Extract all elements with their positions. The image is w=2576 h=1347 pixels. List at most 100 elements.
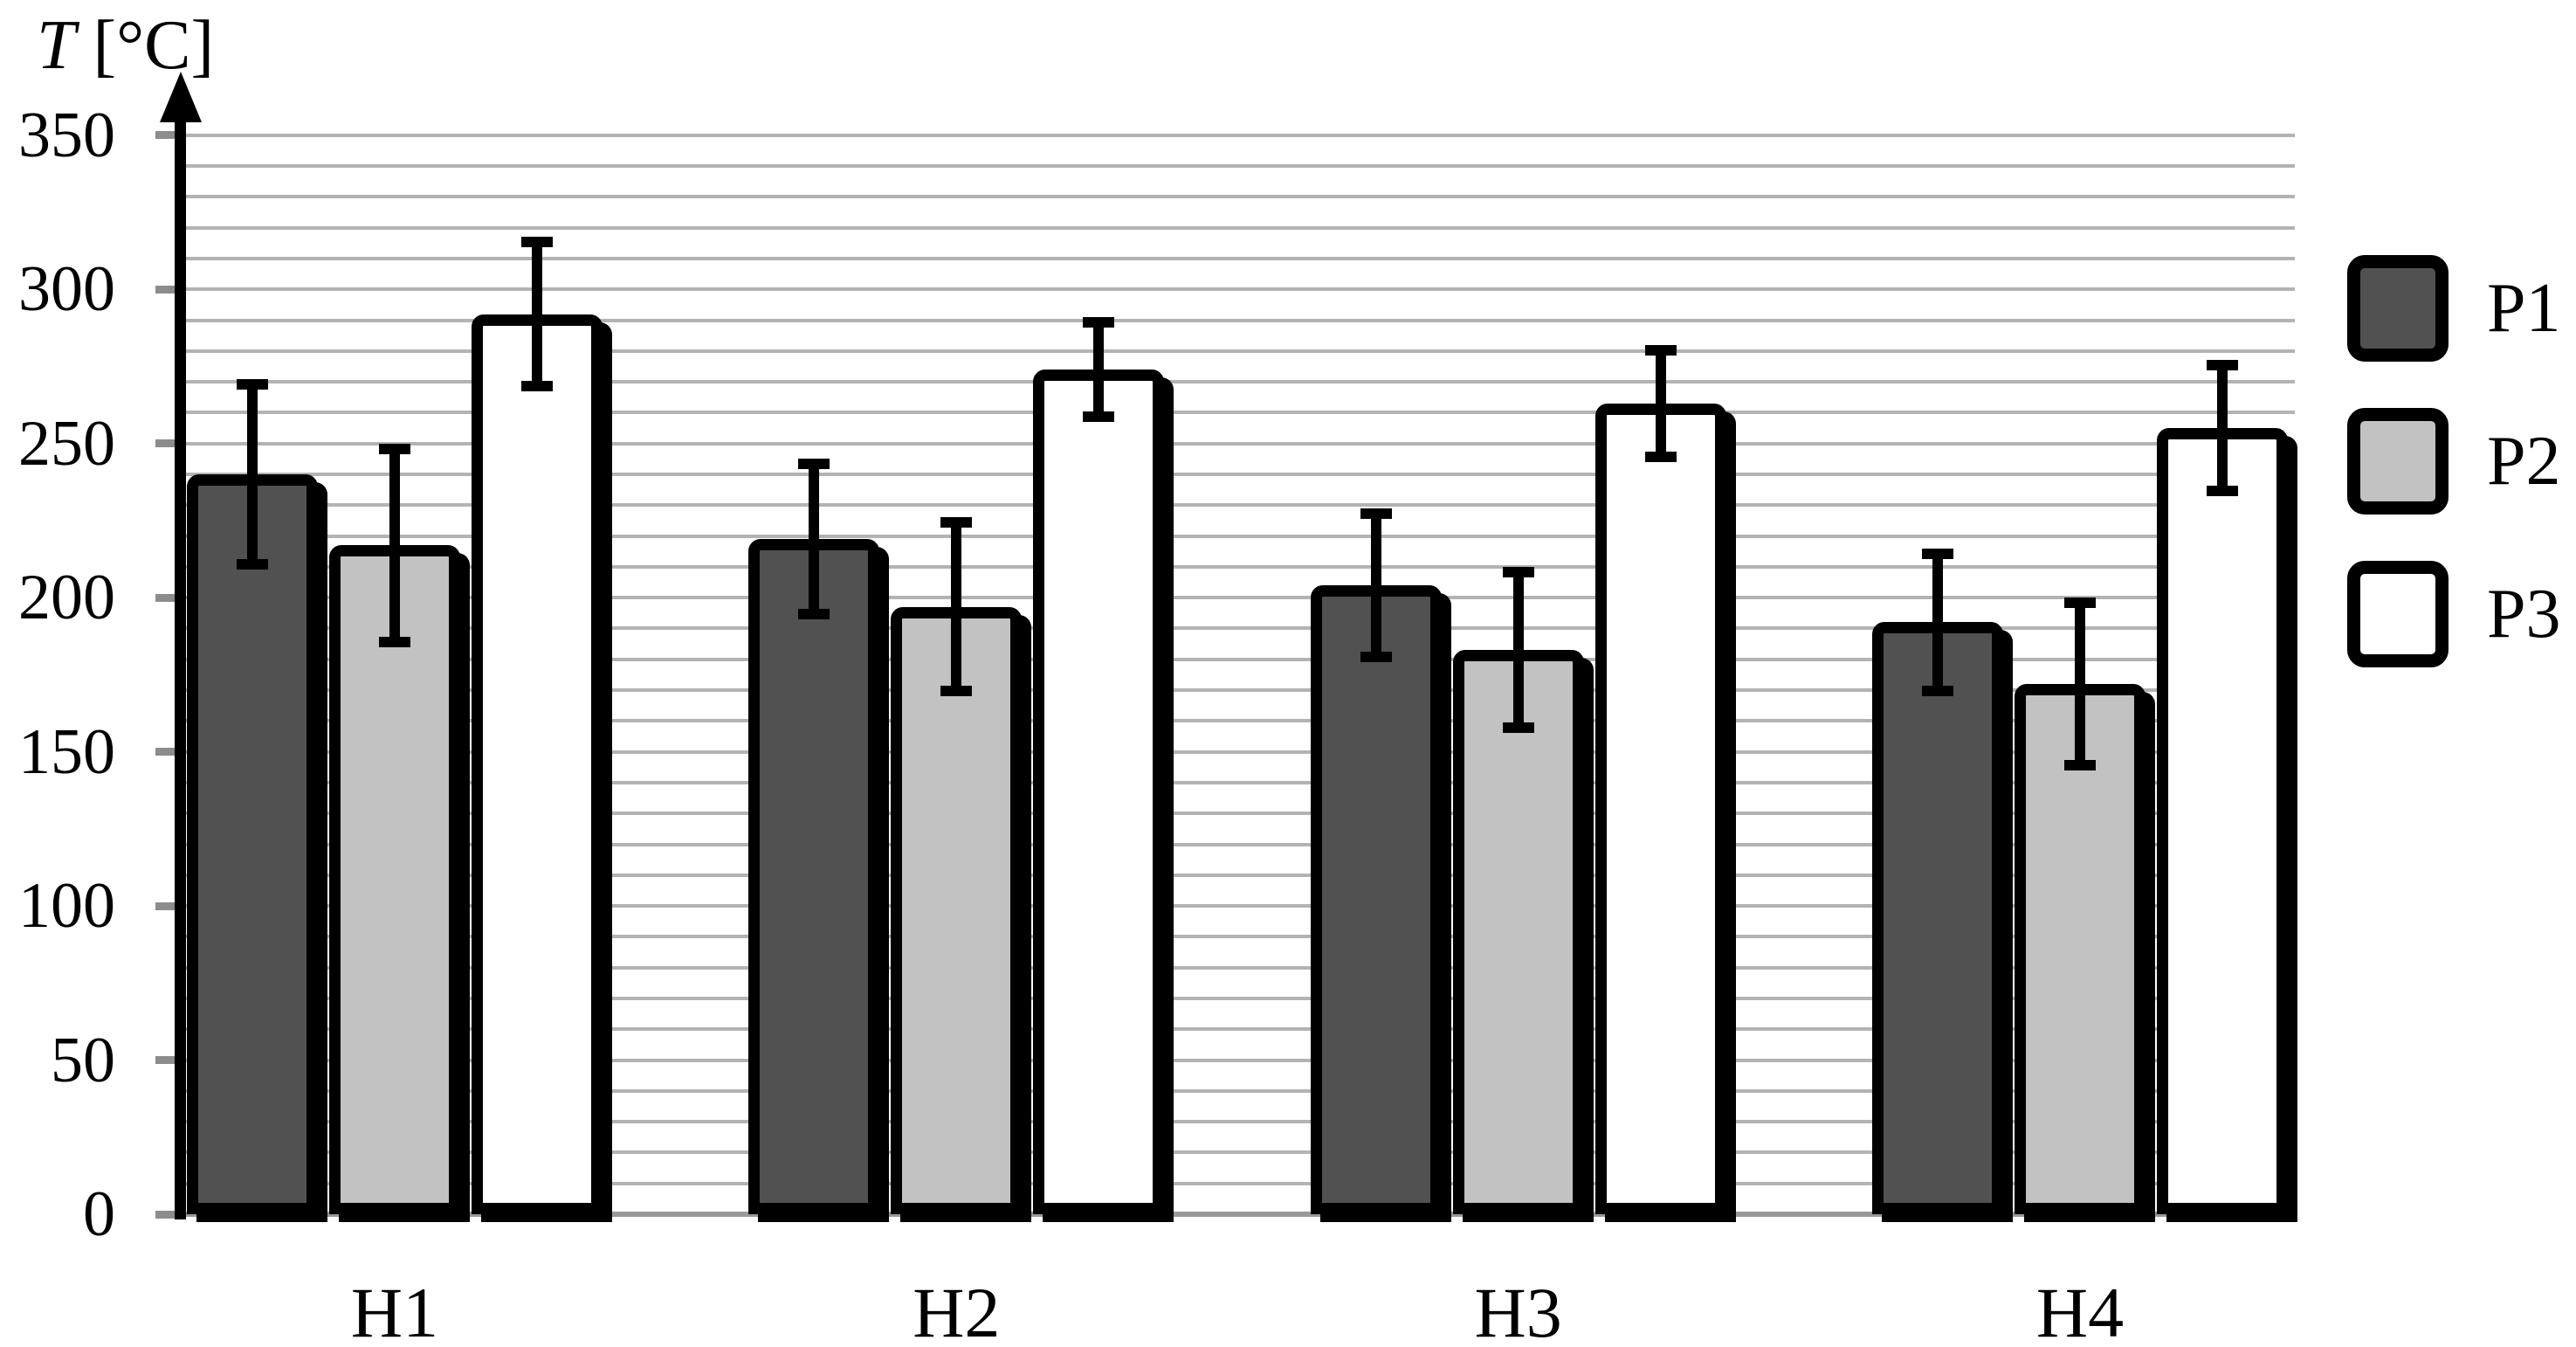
bar-h3-p3 <box>1595 403 1726 1214</box>
error-bar-cap-bottom <box>521 380 553 391</box>
error-bar-cap-bottom <box>2063 759 2096 770</box>
legend-label-p3: P3 <box>2487 576 2561 653</box>
error-bar-stem <box>2074 598 2085 770</box>
y-axis-title-symbol: T <box>37 7 76 84</box>
minor-gridline <box>181 195 2295 199</box>
minor-gridline <box>181 1027 2295 1032</box>
error-bar-h4-p2 <box>2063 598 2096 770</box>
y-axis-tick <box>155 439 181 448</box>
bar-h3-p2 <box>1452 650 1584 1214</box>
error-bar-h4-p3 <box>2206 360 2238 496</box>
minor-gridline <box>181 780 2295 784</box>
y-tick-label: 150 <box>18 715 115 788</box>
minor-gridline <box>181 935 2295 939</box>
bar-h1-p2 <box>329 545 460 1214</box>
x-tick-label-h3: H3 <box>1474 1273 1562 1347</box>
major-gridline <box>181 1212 2295 1217</box>
error-bar-cap-bottom <box>379 636 410 647</box>
y-tick-label: 250 <box>18 407 115 480</box>
y-axis-title: T [°C] <box>37 10 214 80</box>
legend-item-p1: P1 <box>2347 255 2561 362</box>
error-bar-stem <box>247 378 258 570</box>
error-bar-stem <box>1370 508 1381 663</box>
error-bar-h1-p2 <box>379 443 410 647</box>
x-tick-label-h4: H4 <box>2035 1273 2125 1347</box>
error-bar-cap-bottom <box>2206 485 2238 496</box>
error-bar-stem <box>1093 317 1105 423</box>
error-bar-cap-top <box>1502 566 1534 577</box>
error-bar-cap-bottom <box>1644 451 1677 462</box>
y-axis-line <box>175 103 186 1219</box>
error-bar-h1-p3 <box>521 237 553 391</box>
minor-gridline <box>181 688 2295 693</box>
error-bar-cap-bottom <box>1502 722 1534 734</box>
y-tick-label: 50 <box>51 1024 115 1096</box>
error-bar-cap-top <box>1360 508 1392 519</box>
major-gridline <box>181 287 2295 292</box>
major-gridline <box>181 133 2295 137</box>
error-bar-cap-bottom <box>237 559 268 570</box>
legend-label-p2: P2 <box>2487 423 2561 500</box>
bar-h2-p1 <box>748 539 880 1214</box>
error-bar-h2-p2 <box>940 517 973 697</box>
y-axis-tick <box>155 1210 181 1219</box>
y-axis-arrow-icon <box>159 72 202 122</box>
error-bar-stem <box>1655 344 1666 462</box>
error-bar-stem <box>809 459 820 619</box>
error-bar-stem <box>951 517 962 697</box>
minor-gridline <box>181 657 2295 661</box>
legend-item-p2: P2 <box>2347 408 2561 515</box>
minor-gridline <box>181 380 2295 384</box>
minor-gridline <box>181 164 2295 169</box>
error-bar-h1-p1 <box>237 378 268 570</box>
error-bar-h2-p3 <box>1083 317 1115 423</box>
minor-gridline <box>181 965 2295 970</box>
y-axis-tick <box>155 131 181 140</box>
y-tick-label: 200 <box>18 562 115 634</box>
y-axis-tick <box>155 901 181 910</box>
bar-h4-p2 <box>2014 684 2146 1214</box>
error-bar-cap-top <box>798 459 830 470</box>
y-axis-tick <box>155 1056 181 1065</box>
error-bar-cap-bottom <box>1360 652 1392 663</box>
error-bar-cap-top <box>237 378 268 390</box>
minor-gridline <box>181 812 2295 816</box>
minor-gridline <box>181 564 2295 569</box>
minor-gridline <box>181 626 2295 631</box>
minor-gridline <box>181 1150 2295 1155</box>
bar-h2-p2 <box>891 606 1023 1214</box>
error-bar-h2-p1 <box>798 459 830 619</box>
legend-swatch-p3 <box>2347 561 2449 667</box>
error-bar-cap-top <box>940 517 973 528</box>
error-bar-cap-bottom <box>940 686 973 697</box>
minor-gridline <box>181 534 2295 538</box>
major-gridline <box>181 596 2295 600</box>
bar-h1-p3 <box>472 314 603 1214</box>
bar-h3-p1 <box>1310 585 1442 1214</box>
y-axis-tick <box>155 748 181 756</box>
bar-h4-p1 <box>1871 622 2003 1214</box>
bar-h1-p1 <box>187 474 318 1214</box>
legend-swatch-p1 <box>2347 255 2449 362</box>
y-tick-label: 100 <box>18 870 115 943</box>
error-bar-cap-top <box>1921 548 1953 559</box>
y-axis-tick <box>155 593 181 602</box>
error-bar-h3-p2 <box>1502 566 1534 734</box>
minor-gridline <box>181 349 2295 353</box>
y-axis-tick <box>155 285 181 294</box>
x-tick-label-h2: H2 <box>913 1273 1001 1347</box>
minor-gridline <box>181 873 2295 877</box>
x-tick-label-h1: H1 <box>350 1273 439 1347</box>
error-bar-cap-top <box>1644 344 1677 356</box>
major-gridline <box>181 1058 2295 1062</box>
error-bar-cap-top <box>2063 598 2096 609</box>
minor-gridline <box>181 503 2295 508</box>
error-bar-stem <box>532 237 542 391</box>
legend-item-p3: P3 <box>2347 561 2561 667</box>
error-bar-cap-top <box>521 237 553 248</box>
minor-gridline <box>181 842 2295 846</box>
error-bar-stem <box>1932 548 1943 697</box>
error-bar-h4-p1 <box>1921 548 1953 697</box>
minor-gridline <box>181 257 2295 260</box>
